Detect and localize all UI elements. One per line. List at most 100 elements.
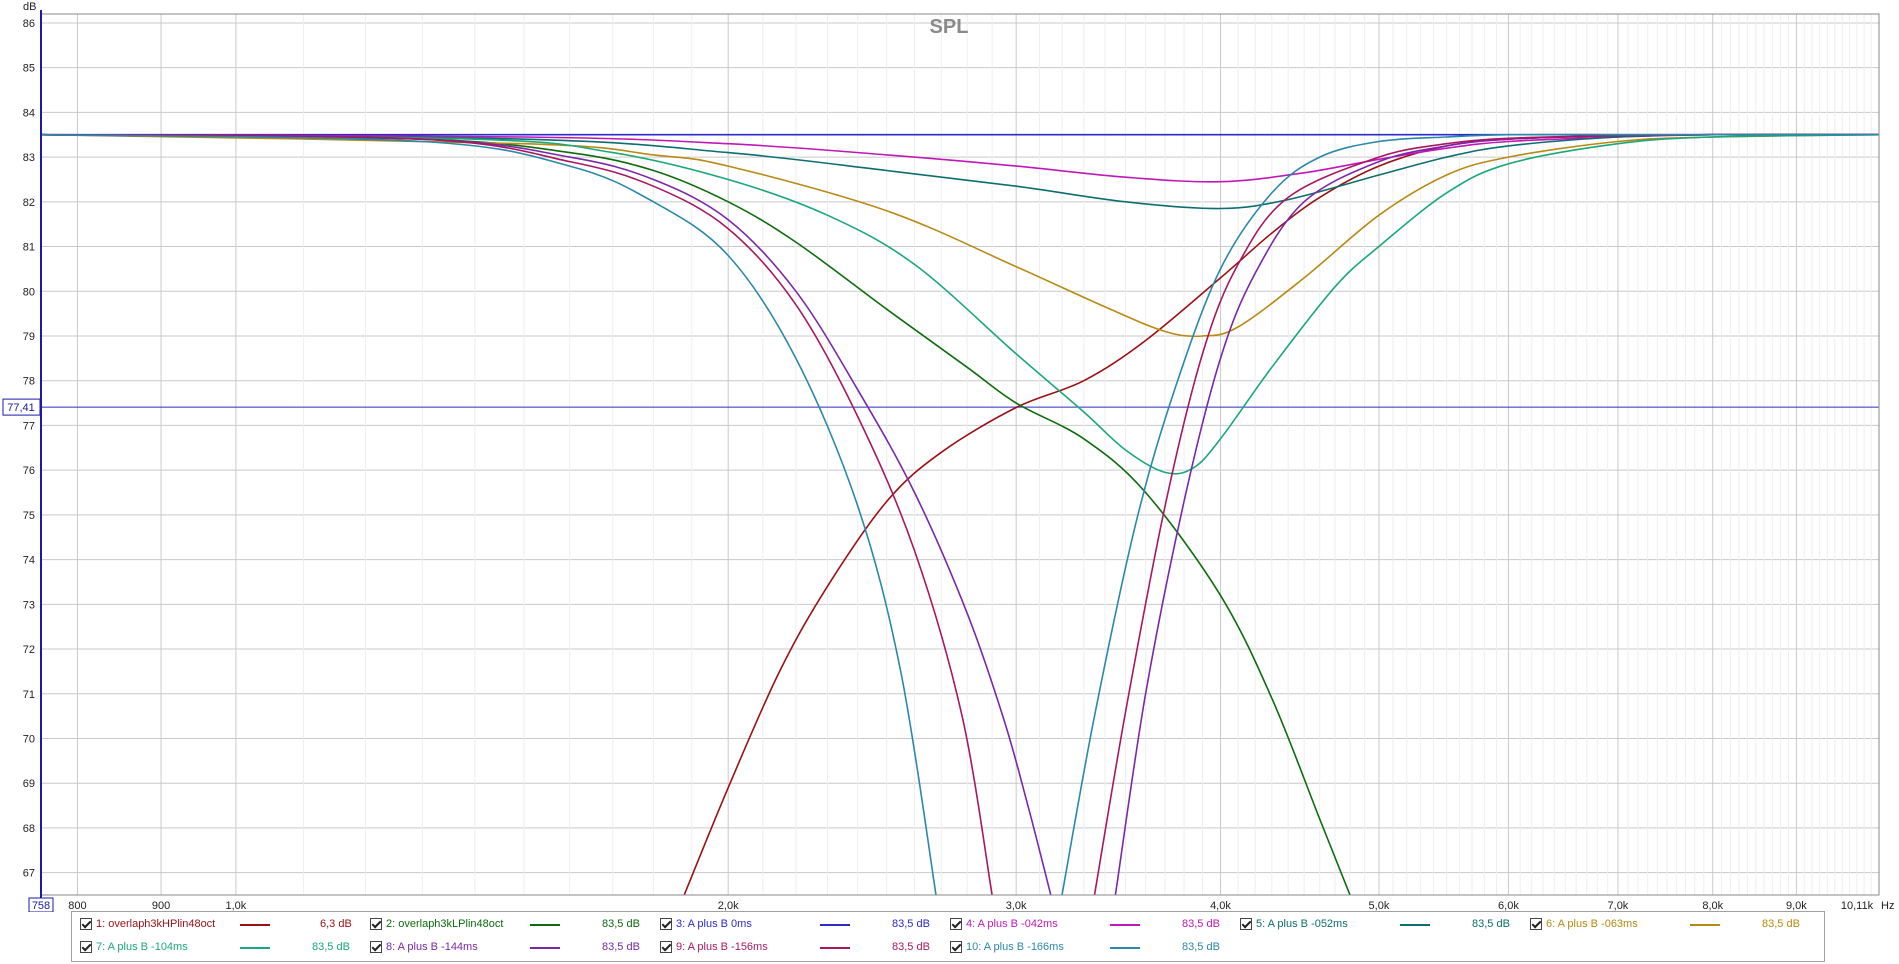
legend-label: 9: A plus B -156ms [676,941,768,953]
cursor-line[interactable]: 77,41 [2,398,1879,416]
legend-item[interactable]: 3: A plus B 0ms 83,5 dB [660,915,945,935]
series-line-7[interactable] [41,133,1879,475]
y-tick-label: 86 [23,18,35,30]
legend-checkbox[interactable] [80,941,92,953]
legend-label: 4: A plus B -042ms [966,918,1058,930]
legend-swatch [1110,924,1140,926]
legend-item[interactable]: 1: overlaph3kHPlin48oct 6,3 dB [80,915,365,935]
x-tick-label: 5,0k [1369,900,1390,912]
x-tick-label: 9,0k [1786,900,1807,912]
legend-swatch [530,924,560,926]
legend-item[interactable]: 6: A plus B -063ms 83,5 dB [1530,915,1815,935]
legend-label: 2: overlaph3kLPlin48oct [386,918,504,930]
legend-item[interactable]: 2: overlaph3kLPlin48oct 83,5 dB [370,915,655,935]
legend-value: 83,5 dB [892,918,930,930]
cursor-value-label: 77,41 [7,402,35,414]
legend-item[interactable]: 4: A plus B -042ms 83,5 dB [950,915,1235,935]
legend-label: 10: A plus B -166ms [966,941,1064,953]
axes: 67 68 69 70 71 72 73 74 75 76 77 78 79 80 81 82 83 84 85 86… [23,10,1880,912]
y-tick-label: 70 [23,733,35,745]
y-tick-label: 82 [23,197,35,209]
series-line-4[interactable] [41,133,1879,183]
x-axis-unit: Hz [1881,900,1894,912]
legend-swatch [530,947,560,949]
legend-value: 83,5 dB [602,941,640,953]
y-tick-label: 78 [23,376,35,388]
legend-value: 83,5 dB [602,918,640,930]
series-line-9[interactable] [41,133,993,895]
y-tick-label: 85 [23,63,35,75]
legend-label: 6: A plus B -063ms [1546,918,1638,930]
legend-label: 7: A plus B -104ms [96,941,188,953]
legend-value: 83,5 dB [1472,918,1510,930]
series-line-5[interactable] [41,133,1879,210]
legend-item[interactable]: 5: A plus B -052ms 83,5 dB [1240,915,1525,935]
x-tick-label: 3,0k [1006,900,1027,912]
legend-checkbox[interactable] [370,941,382,953]
y-tick-label: 76 [23,465,35,477]
x-tick-label: 2,0k [718,900,739,912]
legend: 1: overlaph3kHPlin48oct 6,3 dB 2: overlaph… [71,911,1825,962]
y-tick-label: 68 [23,823,35,835]
legend-checkbox[interactable] [950,941,962,953]
legend-value: 83,5 dB [892,941,930,953]
series-line-2[interactable] [41,133,1351,895]
legend-checkbox[interactable] [950,918,962,930]
legend-checkbox[interactable] [1530,918,1542,930]
y-tick-label: 77 [23,420,35,432]
x-tick-label: 7,0k [1608,900,1629,912]
legend-value: 6,3 dB [320,918,352,930]
y-tick-label: 69 [23,778,35,790]
y-tick-label: 81 [23,242,35,254]
grid [41,14,1880,895]
series-group [41,133,1879,895]
y-axis-unit: dB [23,1,36,13]
x-tick-label: 6,0k [1498,900,1519,912]
legend-value: 83,5 dB [1182,918,1220,930]
x-start-box [28,897,54,912]
legend-value: 83,5 dB [1182,941,1220,953]
x-tick-label: 900 [152,900,170,912]
series-line-10[interactable] [41,133,937,895]
y-tick-label: 79 [23,331,35,343]
y-tick-label: 71 [23,689,35,701]
chart-title: SPL [930,16,969,38]
legend-item[interactable]: 10: A plus B -166ms 83,5 dB [950,938,1235,958]
legend-checkbox[interactable] [660,918,672,930]
x-tick-label: 8,0k [1702,900,1723,912]
legend-checkbox[interactable] [660,941,672,953]
x-tick-label: 10,11k [1841,900,1874,912]
y-tick-label: 84 [23,107,35,119]
x-tick-label: 1,0k [226,900,247,912]
legend-swatch [820,947,850,949]
legend-checkbox[interactable] [80,918,92,930]
series-line-6[interactable] [41,133,1879,338]
legend-swatch [1690,924,1720,926]
legend-label: 3: A plus B 0ms [676,918,752,930]
legend-swatch [1400,924,1430,926]
spl-chart[interactable]: 77,41 67 68 69 70 71 72 73 74 75 76 77 78 79 80 81 82 83… [0,0,1899,912]
y-tick-label: 83 [23,152,35,164]
legend-label: 8: A plus B -144ms [386,941,478,953]
legend-label: 5: A plus B -052ms [1256,918,1348,930]
legend-item[interactable]: 8: A plus B -144ms 83,5 dB [370,938,655,958]
legend-swatch [240,947,270,949]
y-tick-label: 80 [23,286,35,298]
y-tick-label: 67 [23,868,35,880]
legend-value: 83,5 dB [312,941,350,953]
x-tick-label: 800 [68,900,86,912]
x-start-label: 758 [32,900,50,912]
legend-swatch [820,924,850,926]
legend-value: 83,5 dB [1762,918,1800,930]
legend-item[interactable]: 9: A plus B -156ms 83,5 dB [660,938,945,958]
y-tick-label: 74 [23,555,35,567]
x-tick-label: 4,0k [1210,900,1231,912]
legend-swatch [240,924,270,926]
legend-checkbox[interactable] [1240,918,1252,930]
legend-checkbox[interactable] [370,918,382,930]
series-line-13[interactable] [1061,133,1879,895]
legend-label: 1: overlaph3kHPlin48oct [96,918,216,930]
legend-item[interactable]: 7: A plus B -104ms 83,5 dB [80,938,365,958]
y-tick-label: 73 [23,599,35,611]
y-tick-label: 75 [23,510,35,522]
